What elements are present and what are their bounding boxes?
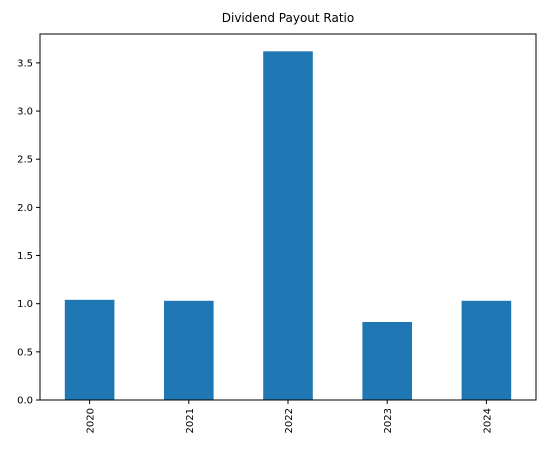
y-tick-label-3.0: 3.0: [17, 107, 33, 118]
x-tick-label-2024: 2024: [482, 408, 493, 433]
plot-frame: [39, 33, 537, 401]
bar-2021: [164, 300, 214, 400]
y-tick-label-2.5: 2.5: [17, 155, 33, 166]
bar-2024: [461, 300, 512, 400]
x-tick-label-2021: 2021: [185, 408, 196, 433]
bar-2020: [64, 299, 115, 400]
y-tick-label-0.5: 0.5: [17, 347, 33, 358]
y-tick-label-1.5: 1.5: [17, 251, 33, 262]
bars-group: [64, 51, 512, 400]
y-axis: 0.0 0.5 1.0 1.5 2.0 2.5 3.0 3.5: [17, 58, 40, 407]
y-tick-label-3.5: 3.5: [17, 58, 33, 69]
x-tick-label-2020: 2020: [86, 408, 97, 433]
y-tick-label-2.0: 2.0: [17, 203, 33, 214]
y-tick-label-0.0: 0.0: [17, 396, 33, 407]
x-axis: 2020 2021 2022 2023 2024: [86, 400, 493, 433]
x-tick-label-2023: 2023: [383, 408, 394, 433]
chart-title: Dividend Payout Ratio: [222, 11, 354, 25]
y-tick-label-1.0: 1.0: [17, 299, 33, 310]
x-tick-label-2022: 2022: [284, 408, 295, 433]
bar-2023: [362, 321, 412, 400]
bar-2022: [263, 51, 313, 400]
